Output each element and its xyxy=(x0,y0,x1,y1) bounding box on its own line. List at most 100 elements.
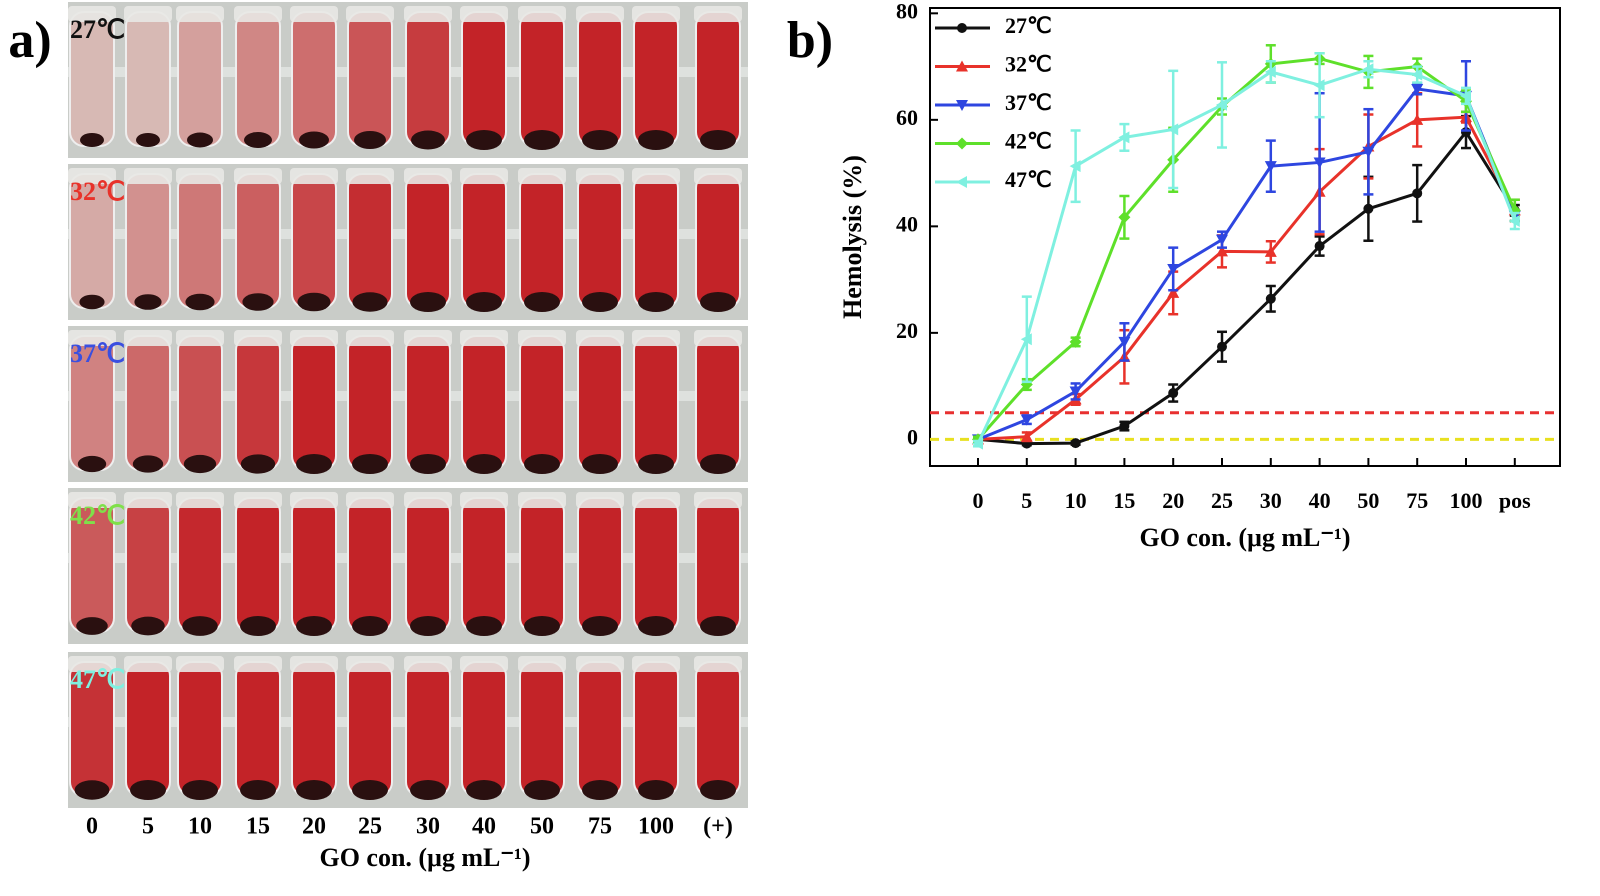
x-axis-label: GO con. (μg mL⁻¹) xyxy=(319,843,530,872)
tube xyxy=(461,173,507,309)
tube xyxy=(125,173,171,309)
x-tick-label: 5 xyxy=(1021,488,1032,513)
y-axis-label: Hemolysis (%) xyxy=(838,155,867,319)
tube-cap xyxy=(234,168,282,184)
marker xyxy=(956,100,968,111)
marker xyxy=(1118,131,1130,144)
tube-cap xyxy=(124,330,172,346)
tube xyxy=(519,11,565,147)
pellet xyxy=(352,780,388,800)
tube-cap xyxy=(176,330,224,346)
pellet xyxy=(638,292,674,312)
pellet xyxy=(132,455,164,473)
legend-label: 47℃ xyxy=(1005,167,1052,192)
tube xyxy=(577,335,623,471)
pellet xyxy=(185,293,215,311)
column-label: 50 xyxy=(530,814,554,840)
tube xyxy=(291,11,337,147)
marker xyxy=(1411,83,1424,95)
pellet xyxy=(134,294,162,310)
plot-frame xyxy=(929,7,1561,467)
tube xyxy=(633,11,679,147)
tube xyxy=(695,335,741,471)
tube xyxy=(405,661,451,797)
tube xyxy=(177,661,223,797)
pellet xyxy=(354,131,386,149)
pellet xyxy=(524,780,560,800)
y-tick-label: 60 xyxy=(896,105,918,130)
pellet xyxy=(80,133,104,147)
tube xyxy=(461,661,507,797)
pellet xyxy=(244,132,272,148)
pellet xyxy=(77,455,107,473)
pellet xyxy=(352,454,388,474)
tube xyxy=(633,335,679,471)
marker xyxy=(956,60,968,72)
pellet xyxy=(466,454,502,474)
marker xyxy=(1363,203,1374,214)
pellet xyxy=(410,616,446,636)
marker xyxy=(1412,188,1423,199)
x-tick-label: 15 xyxy=(1113,488,1135,513)
column-label: 5 xyxy=(142,814,154,840)
column-label: 0 xyxy=(86,814,98,840)
pellet xyxy=(131,616,165,636)
marker xyxy=(957,23,967,33)
x-tick-label: 50 xyxy=(1357,488,1379,513)
pellet xyxy=(524,130,560,150)
tube-cap xyxy=(176,6,224,22)
pellet xyxy=(638,780,674,800)
tube xyxy=(405,497,451,633)
pellet xyxy=(299,131,329,149)
tube-cap xyxy=(632,656,680,672)
tube-cap xyxy=(518,168,566,184)
tube xyxy=(633,661,679,797)
marker xyxy=(1411,113,1424,125)
column-label: 25 xyxy=(358,814,382,840)
tube xyxy=(405,173,451,309)
tube-cap xyxy=(290,330,338,346)
column-label: 20 xyxy=(302,814,326,840)
row-label: 27℃ xyxy=(70,15,125,44)
tube-cap xyxy=(68,492,116,508)
pellet xyxy=(700,292,736,312)
x-axis-label: GO con. (μg mL⁻¹) xyxy=(1139,523,1350,552)
marker xyxy=(1264,161,1277,173)
column-label: 100 xyxy=(638,814,674,840)
tube xyxy=(405,335,451,471)
tube xyxy=(695,497,741,633)
tube-cap xyxy=(576,6,624,22)
tube-cap xyxy=(234,6,282,22)
pellet xyxy=(638,130,674,150)
pellet xyxy=(700,780,736,800)
pellet xyxy=(352,292,388,312)
legend-label: 37℃ xyxy=(1005,90,1052,115)
tube xyxy=(577,11,623,147)
x-tick-label: 20 xyxy=(1162,488,1184,513)
pellet xyxy=(582,130,618,150)
x-tick-label: 40 xyxy=(1309,488,1331,513)
tube-cap xyxy=(576,492,624,508)
tube-cap xyxy=(694,6,742,22)
marker xyxy=(1411,68,1423,81)
column-label: (+) xyxy=(703,814,733,840)
marker xyxy=(972,437,983,450)
series-line xyxy=(977,115,1517,441)
pellet xyxy=(700,454,736,474)
marker xyxy=(1070,438,1081,449)
tube xyxy=(695,661,741,797)
pellet xyxy=(240,780,276,800)
tube-cap xyxy=(460,6,508,22)
tube-cap xyxy=(290,6,338,22)
tube-cap xyxy=(694,168,742,184)
pellet xyxy=(582,780,618,800)
pellet xyxy=(410,292,446,312)
tube xyxy=(235,173,281,309)
tube xyxy=(519,497,565,633)
marker xyxy=(1020,333,1032,346)
tube xyxy=(235,661,281,797)
pellet xyxy=(183,454,217,474)
tube-cap xyxy=(290,656,338,672)
tube xyxy=(347,661,393,797)
pellet xyxy=(74,780,110,800)
